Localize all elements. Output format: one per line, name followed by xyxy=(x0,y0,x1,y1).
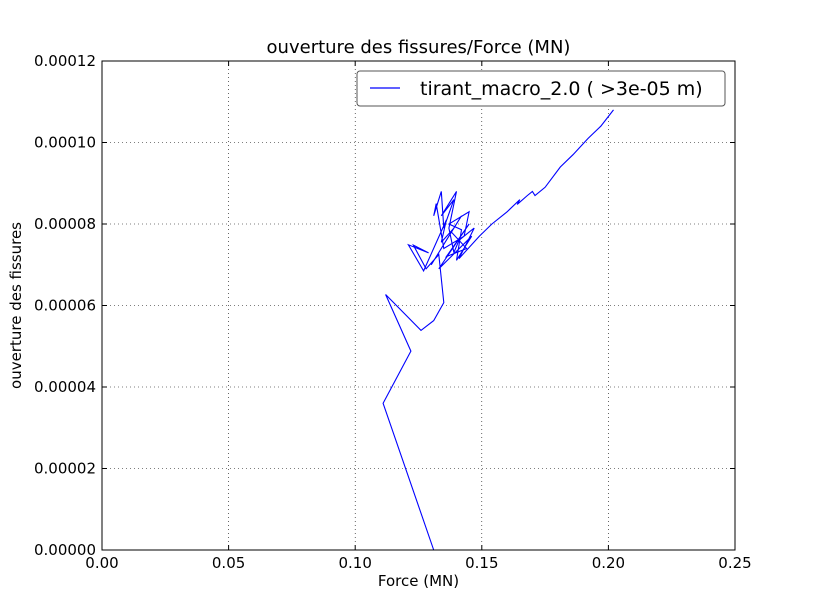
y-tick-label: 0.00012 xyxy=(34,52,96,70)
x-tick-label: 0.00 xyxy=(85,554,118,572)
series-line xyxy=(382,109,614,551)
grid xyxy=(102,61,735,550)
x-axis-label: Force (MN) xyxy=(378,572,459,590)
y-tick-label: 0.00010 xyxy=(34,134,96,152)
legend-box xyxy=(356,70,726,107)
ticks: 0.00 0.05 0.10 0.15 0.20 0.25 0.00000 0.00002 0.… xyxy=(34,52,752,572)
y-axis-label: ouverture des fissures xyxy=(7,222,25,389)
x-tick-label: 0.25 xyxy=(718,554,751,572)
x-tick-label: 0.15 xyxy=(465,554,498,572)
y-tick-label: 0.00004 xyxy=(34,378,96,396)
y-tick-label: 0.00006 xyxy=(34,297,96,315)
y-tick-label: 0.00000 xyxy=(34,541,96,559)
x-tick-label: 0.10 xyxy=(338,554,371,572)
legend-label: tirant_macro_2.0 ( >3e-05 m) xyxy=(420,78,703,100)
y-tick-label: 0.00002 xyxy=(34,460,96,478)
series-layer xyxy=(382,109,614,551)
legend: tirant_macro_2.0 ( >3e-05 m) xyxy=(356,70,726,107)
chart-title: ouverture des fissures/Force (MN) xyxy=(267,37,571,58)
x-tick-label: 0.20 xyxy=(592,554,625,572)
x-tick-label: 0.05 xyxy=(212,554,245,572)
y-tick-label: 0.00008 xyxy=(34,215,96,233)
